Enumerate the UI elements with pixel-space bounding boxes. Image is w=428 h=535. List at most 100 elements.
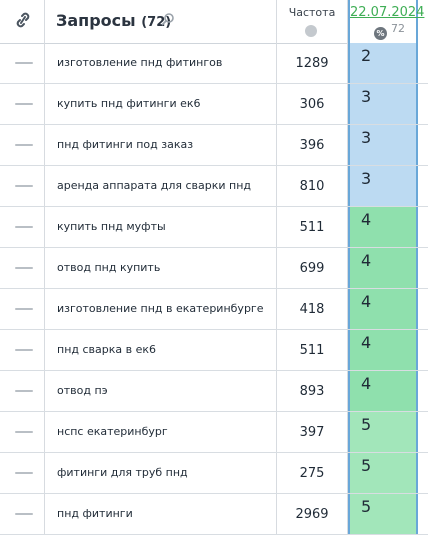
frequency-cell: 699 [277, 248, 348, 288]
row-link-cell[interactable] [0, 289, 45, 329]
row-link-cell[interactable] [0, 453, 45, 493]
row-link-cell[interactable] [0, 371, 45, 411]
position-cell: 5 [348, 494, 418, 534]
position-value: 5 [361, 415, 372, 434]
table-row: купить пнд фитинги ек6 306 3 [0, 84, 428, 125]
row-link-cell[interactable] [0, 125, 45, 165]
search-icon[interactable] [161, 12, 175, 26]
position-value: 4 [361, 210, 372, 229]
table-row: отвод пэ 893 4 [0, 371, 428, 412]
query-text: нспс екатеринбург [57, 425, 168, 438]
query-text: пнд сварка в ек6 [57, 343, 157, 356]
position-cell: 4 [348, 330, 418, 370]
position-cell: 5 [348, 453, 418, 493]
row-filler [418, 330, 428, 370]
position-value: 3 [361, 169, 372, 188]
query-text: отвод пэ [57, 384, 108, 397]
query-cell: изготовление пнд фитингов [45, 43, 277, 83]
table-row: пнд фитинги 2969 5 [0, 494, 428, 535]
percent-icon: % [374, 27, 387, 40]
queries-label: Запросы [56, 11, 136, 30]
row-filler [418, 412, 428, 452]
position-cell: 3 [348, 125, 418, 165]
position-cell: 3 [348, 84, 418, 124]
minus-icon [15, 62, 33, 64]
queries-column-header[interactable]: Запросы (72) [45, 0, 277, 43]
table-row: отвод пнд купить 699 4 [0, 248, 428, 289]
frequency-cell: 1289 [277, 43, 348, 83]
row-filler [418, 289, 428, 329]
query-text: пнд фитинги [57, 507, 133, 520]
row-link-cell[interactable] [0, 248, 45, 288]
position-value: 3 [361, 87, 372, 106]
query-text: пнд фитинги под заказ [57, 138, 194, 151]
query-text: изготовление пнд фитингов [57, 56, 223, 69]
row-link-cell[interactable] [0, 207, 45, 247]
query-cell: аренда аппарата для сварки пнд [45, 166, 277, 206]
query-cell: фитинги для труб пнд [45, 453, 277, 493]
row-link-cell[interactable] [0, 43, 45, 83]
frequency-cell: 810 [277, 166, 348, 206]
query-cell: изготовление пнд в екатеринбурге [45, 289, 277, 329]
row-link-cell[interactable] [0, 412, 45, 452]
row-link-cell[interactable] [0, 494, 45, 534]
query-text: изготовление пнд в екатеринбурге [57, 302, 264, 315]
table-row: аренда аппарата для сварки пнд 810 3 [0, 166, 428, 207]
frequency-cell: 306 [277, 84, 348, 124]
minus-icon [15, 513, 33, 515]
table-body: изготовление пнд фитингов 1289 2 купить пнд… [0, 43, 428, 535]
row-link-cell[interactable] [0, 330, 45, 370]
link-icon[interactable] [15, 11, 31, 29]
table-row: пнд сварка в ек6 511 4 [0, 330, 428, 371]
query-cell: пнд сварка в ек6 [45, 330, 277, 370]
row-filler [418, 84, 428, 124]
row-filler [418, 453, 428, 493]
minus-icon [15, 185, 33, 187]
minus-icon [15, 103, 33, 105]
position-value: 5 [361, 456, 372, 475]
frequency-cell: 511 [277, 330, 348, 370]
query-cell: купить пнд муфты [45, 207, 277, 247]
position-value: 5 [361, 497, 372, 516]
frequency-cell: 893 [277, 371, 348, 411]
query-text: фитинги для труб пнд [57, 466, 188, 479]
minus-icon [15, 267, 33, 269]
queries-count: (72) [141, 15, 172, 30]
table-row: нспс екатеринбург 397 5 [0, 412, 428, 453]
position-cell: 4 [348, 248, 418, 288]
frequency-column-header[interactable]: Частота [277, 0, 348, 43]
query-cell: отвод пнд купить [45, 248, 277, 288]
minus-icon [15, 144, 33, 146]
position-value: 2 [361, 46, 372, 65]
minus-icon [15, 472, 33, 474]
table-row: пнд фитинги под заказ 396 3 [0, 125, 428, 166]
table-row: изготовление пнд фитингов 1289 2 [0, 43, 428, 84]
query-text: аренда аппарата для сварки пнд [57, 179, 252, 192]
row-filler [418, 125, 428, 165]
row-filler [418, 371, 428, 411]
globe-icon [305, 25, 317, 37]
link-column-header[interactable] [0, 0, 45, 43]
date-column-header: 22.07.2024 % 72 [348, 0, 425, 43]
row-filler [418, 166, 428, 206]
table-row: купить пнд муфты 511 4 [0, 207, 428, 248]
minus-icon [15, 390, 33, 392]
row-filler [418, 207, 428, 247]
minus-icon [15, 226, 33, 228]
frequency-cell: 396 [277, 125, 348, 165]
position-value: 4 [361, 374, 372, 393]
row-link-cell[interactable] [0, 166, 45, 206]
date-link[interactable]: 22.07.2024 [350, 5, 425, 20]
minus-icon [15, 308, 33, 310]
minus-icon [15, 349, 33, 351]
table-row: изготовление пнд в екатеринбурге 418 4 [0, 289, 428, 330]
position-cell: 2 [348, 43, 418, 83]
position-value: 3 [361, 128, 372, 147]
date-count: 72 [391, 22, 405, 35]
query-text: отвод пнд купить [57, 261, 161, 274]
position-cell: 4 [348, 207, 418, 247]
minus-icon [15, 431, 33, 433]
row-filler [418, 248, 428, 288]
position-value: 4 [361, 251, 372, 270]
row-link-cell[interactable] [0, 84, 45, 124]
